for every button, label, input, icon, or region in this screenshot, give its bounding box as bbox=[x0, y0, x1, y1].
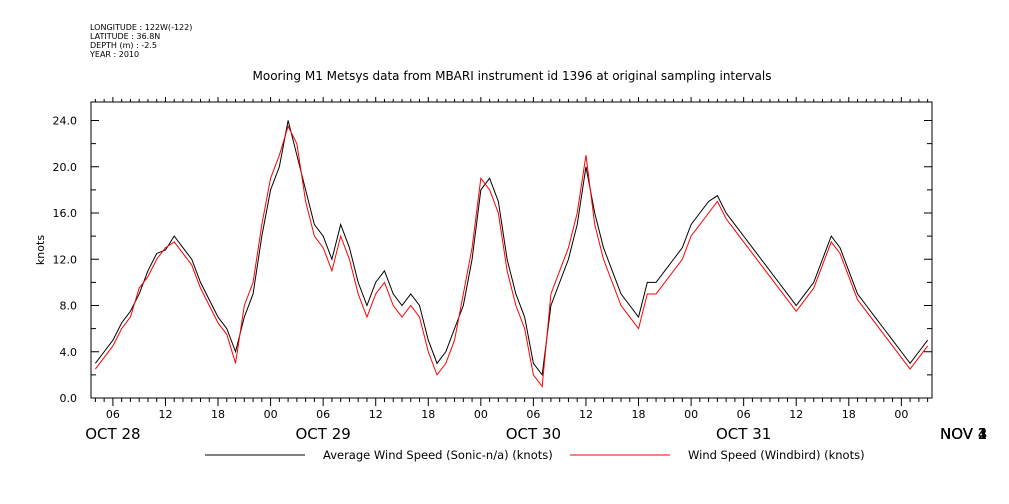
x-axis: 06 12 18 00 06 12 18 00 06 12 18 00 06 12 18 00 OCT 28 OC… bbox=[85, 97, 987, 443]
metadata-longitude: LONGITUDE : 122W(-122) bbox=[90, 23, 192, 32]
metadata-year: YEAR : 2010 bbox=[89, 50, 139, 59]
y-tick-label: 20.0 bbox=[53, 161, 78, 174]
y-tick-label: 24.0 bbox=[53, 115, 78, 128]
x-day-label: NOV 3 bbox=[940, 425, 987, 443]
metadata-latitude: LATITUDE : 36.8N bbox=[90, 32, 160, 41]
chart-title: Mooring M1 Metsys data from MBARI instru… bbox=[253, 69, 772, 83]
x-day-label: OCT 30 bbox=[506, 425, 561, 443]
x-tick-label: 06 bbox=[316, 408, 330, 421]
x-day-label: OCT 28 bbox=[85, 425, 140, 443]
x-tick-label: 18 bbox=[421, 408, 435, 421]
y-axis-label: knots bbox=[34, 235, 47, 265]
x-tick-label: 18 bbox=[211, 408, 225, 421]
plot-frame bbox=[90, 101, 933, 399]
x-tick-label: 12 bbox=[579, 408, 593, 421]
y-tick-label: 4.0 bbox=[60, 346, 78, 359]
x-tick-label: 00 bbox=[894, 408, 908, 421]
x-tick-label: 18 bbox=[842, 408, 856, 421]
legend-label-wind-speed-windbird: Wind Speed (Windbird) (knots) bbox=[688, 448, 865, 462]
metadata-block: LONGITUDE : 122W(-122) LATITUDE : 36.8N … bbox=[89, 23, 192, 59]
x-tick-label: 18 bbox=[632, 408, 646, 421]
x-tick-label: 06 bbox=[526, 408, 540, 421]
legend-label-average-wind-speed: Average Wind Speed (Sonic-n/a) (knots) bbox=[323, 448, 553, 462]
x-tick-label: 06 bbox=[737, 408, 751, 421]
y-axis: 0.0 4.0 8.0 12.0 16.0 20.0 24.0 bbox=[53, 115, 932, 405]
series-layer bbox=[94, 120, 929, 388]
x-tick-label: 00 bbox=[264, 408, 278, 421]
x-tick-label: 06 bbox=[106, 408, 120, 421]
x-tick-label: 00 bbox=[474, 408, 488, 421]
x-tick-label: 12 bbox=[369, 408, 383, 421]
legend: Average Wind Speed (Sonic-n/a) (knots) W… bbox=[205, 448, 865, 462]
y-tick-label: 16.0 bbox=[53, 207, 78, 220]
y-tick-label: 12.0 bbox=[53, 253, 78, 266]
x-day-label: NOV 4 bbox=[940, 425, 987, 443]
x-day-label: NOV 1 bbox=[940, 425, 987, 443]
x-day-label: NOV 2 bbox=[940, 425, 987, 443]
series-average-wind-speed bbox=[94, 120, 929, 377]
series-wind-speed-windbird bbox=[94, 124, 929, 388]
x-day-label: OCT 29 bbox=[295, 425, 350, 443]
x-tick-label: 00 bbox=[684, 408, 698, 421]
x-tick-label: 12 bbox=[158, 408, 172, 421]
y-tick-label: 0.0 bbox=[60, 392, 78, 405]
metadata-depth: DEPTH (m) : -2.5 bbox=[90, 41, 157, 50]
x-day-label: OCT 31 bbox=[716, 425, 771, 443]
y-tick-label: 8.0 bbox=[60, 300, 78, 313]
x-tick-label: 12 bbox=[789, 408, 803, 421]
